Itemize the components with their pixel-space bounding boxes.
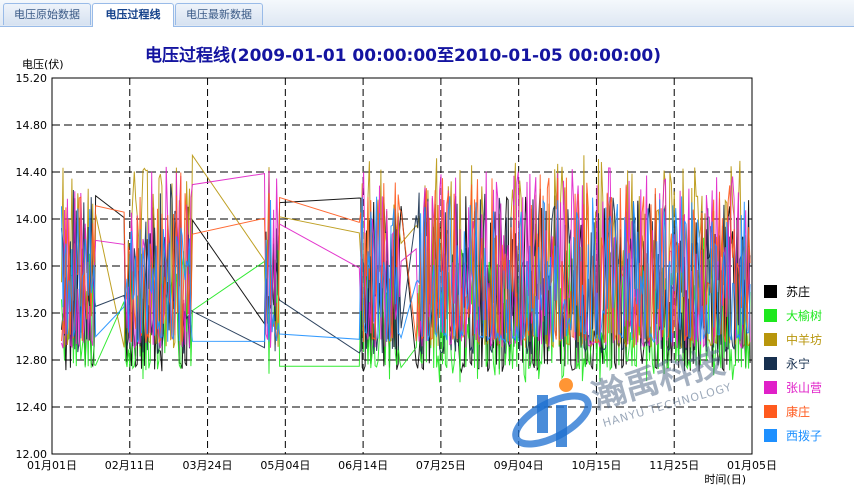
legend-label: 永宁 xyxy=(786,356,810,371)
legend-swatch xyxy=(764,285,777,298)
legend-swatch xyxy=(764,309,777,322)
y-axis-ticks: 12.00 12.40 12.80 13.20 13.60 14.00 14.40 14.80… xyxy=(16,72,48,461)
y-tick-label: 14.00 xyxy=(16,213,48,226)
x-axis-label: 时间(日) xyxy=(704,473,746,486)
legend-label: 苏庄 xyxy=(786,284,810,299)
tab-latest-voltage-data[interactable]: 电压最新数据 xyxy=(175,3,263,25)
x-tick-label: 06月14日 xyxy=(338,459,388,472)
legend-swatch xyxy=(764,357,777,370)
x-tick-label: 01月01日 xyxy=(27,459,77,472)
series-line xyxy=(61,196,751,345)
x-tick-label: 11月25日 xyxy=(649,459,699,472)
plot-area-border xyxy=(51,77,753,455)
series-lines xyxy=(61,153,751,383)
x-axis-ticks: 01月01日 02月11日 03月24日 05月04日 06月14日 07月25日 09月0… xyxy=(27,459,777,472)
tab-raw-voltage-data[interactable]: 电压原始数据 xyxy=(3,3,91,25)
voltage-process-chart: 电压过程线(2009-01-01 00:00:00至2010-01-05 00:… xyxy=(16,45,823,486)
x-tick-label: 01月05日 xyxy=(727,459,777,472)
legend-label: 张山营 xyxy=(786,381,822,395)
legend-swatch xyxy=(764,381,777,394)
tab-bar: 电压原始数据 电压过程线 电压最新数据 xyxy=(0,0,854,27)
y-axis-label: 电压(伏) xyxy=(22,57,64,71)
series-line xyxy=(61,153,751,350)
y-tick-label: 14.80 xyxy=(16,119,48,132)
x-tick-label: 05月04日 xyxy=(260,459,310,472)
watermark: 瀚禹科技 HANYU TECHNOLOGY xyxy=(512,342,734,448)
legend-label: 康庄 xyxy=(786,404,810,419)
x-tick-label: 02月11日 xyxy=(105,459,155,472)
legend-swatch xyxy=(764,405,777,418)
x-tick-label: 07月25日 xyxy=(416,459,466,472)
y-tick-label: 15.20 xyxy=(16,72,48,85)
y-tick-label: 12.00 xyxy=(16,448,48,461)
legend-label: 西拨子 xyxy=(786,429,822,443)
legend-label: 大榆树 xyxy=(786,308,822,323)
y-tick-label: 13.20 xyxy=(16,307,48,320)
watermark-logo-icon xyxy=(512,378,592,448)
tab-voltage-process-line[interactable]: 电压过程线 xyxy=(92,3,174,27)
x-tick-label: 03月24日 xyxy=(183,459,233,472)
legend-swatch xyxy=(764,429,777,442)
chart-title: 电压过程线(2009-01-01 00:00:00至2010-01-05 00:… xyxy=(145,45,661,66)
legend-swatch xyxy=(764,333,777,346)
y-tick-label: 13.60 xyxy=(16,260,48,273)
chart-panel: 电压过程线(2009-01-01 00:00:00至2010-01-05 00:… xyxy=(0,27,854,500)
y-tick-label: 12.80 xyxy=(16,354,48,367)
x-tick-label: 10月15日 xyxy=(571,459,621,472)
legend-label: 中羊坊 xyxy=(786,332,822,347)
x-tick-label: 09月04日 xyxy=(494,459,544,472)
y-tick-label: 12.40 xyxy=(16,401,48,414)
y-tick-label: 14.40 xyxy=(16,166,48,179)
